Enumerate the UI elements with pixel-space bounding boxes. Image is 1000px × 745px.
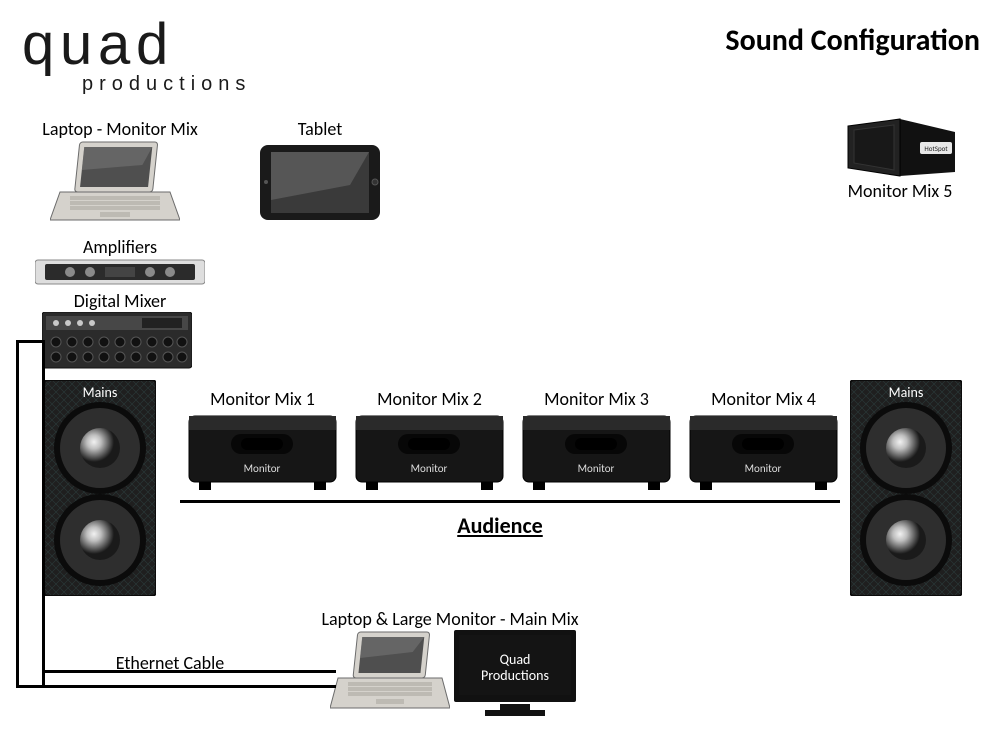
display-text-1: Quad	[500, 651, 531, 668]
floor-monitor-3: Monitor Mix 3 Monitor	[519, 388, 674, 497]
logo: q u a d productions quad productions	[22, 12, 322, 107]
floor-monitor-3-label: Monitor Mix 3	[519, 388, 674, 410]
speaker-left-icon	[44, 380, 156, 596]
page-title: Sound Configuration	[725, 22, 980, 59]
floor-monitor-4-label: Monitor Mix 4	[686, 388, 841, 410]
speaker-right-icon	[850, 380, 962, 596]
svg-text:Monitor: Monitor	[244, 462, 281, 475]
floor-monitor-3-icon: Monitor	[519, 410, 674, 492]
floor-monitor-2-label: Monitor Mix 2	[352, 388, 507, 410]
mains-left: Mains	[44, 380, 156, 596]
ethernet-segment-1	[16, 340, 44, 343]
external-display: Quad Productions	[450, 628, 580, 733]
audience-label: Audience	[0, 512, 1000, 539]
svg-text:Monitor: Monitor	[411, 462, 448, 475]
svg-text:u: u	[60, 12, 92, 77]
ethernet-segment-4	[42, 670, 336, 673]
digital-mixer-label: Digital Mixer	[50, 290, 190, 312]
amplifiers-icon	[35, 258, 205, 288]
ethernet-segment-3	[16, 685, 336, 688]
floor-monitor-4: Monitor Mix 4 Monitor	[686, 388, 841, 497]
logo-svg: q u a d productions	[22, 12, 322, 102]
svg-text:q: q	[22, 12, 54, 77]
svg-text:a: a	[98, 12, 131, 77]
floor-monitor-1: Monitor Mix 1 Monitor	[185, 388, 340, 497]
stage-line	[180, 500, 840, 503]
digital-mixer-icon	[42, 312, 192, 370]
floor-monitor-1-icon: Monitor	[185, 410, 340, 492]
amplifiers-label: Amplifiers	[50, 236, 190, 258]
display-text-2: Productions	[481, 667, 549, 684]
logo-subtext: productions	[82, 73, 251, 95]
floor-monitor-1-label: Monitor Mix 1	[185, 388, 340, 410]
tablet-label: Tablet	[250, 118, 390, 140]
floor-monitor-4-icon: Monitor	[686, 410, 841, 492]
hotspot-text: HotSpot	[924, 144, 948, 153]
mains-right: Mains	[850, 380, 962, 596]
laptop-main-label: Laptop & Large Monitor - Main Mix	[300, 608, 600, 630]
mains-right-label: Mains	[850, 384, 962, 401]
laptop-monitor-icon	[50, 140, 180, 225]
monitor5-label: Monitor Mix 5	[830, 180, 970, 202]
floor-monitor-2-icon: Monitor	[352, 410, 507, 492]
tablet-icon	[255, 140, 385, 225]
floor-monitor-2: Monitor Mix 2 Monitor	[352, 388, 507, 497]
monitor5-icon: HotSpot	[840, 114, 955, 180]
laptop-monitor-label: Laptop - Monitor Mix	[30, 118, 210, 140]
svg-text:Monitor: Monitor	[745, 462, 782, 475]
ethernet-segment-0	[42, 340, 45, 688]
ethernet-segment-2	[16, 340, 19, 688]
mains-left-label: Mains	[44, 384, 156, 401]
svg-text:Monitor: Monitor	[578, 462, 615, 475]
laptop-main-icon	[330, 630, 450, 715]
svg-text:d: d	[136, 12, 168, 77]
